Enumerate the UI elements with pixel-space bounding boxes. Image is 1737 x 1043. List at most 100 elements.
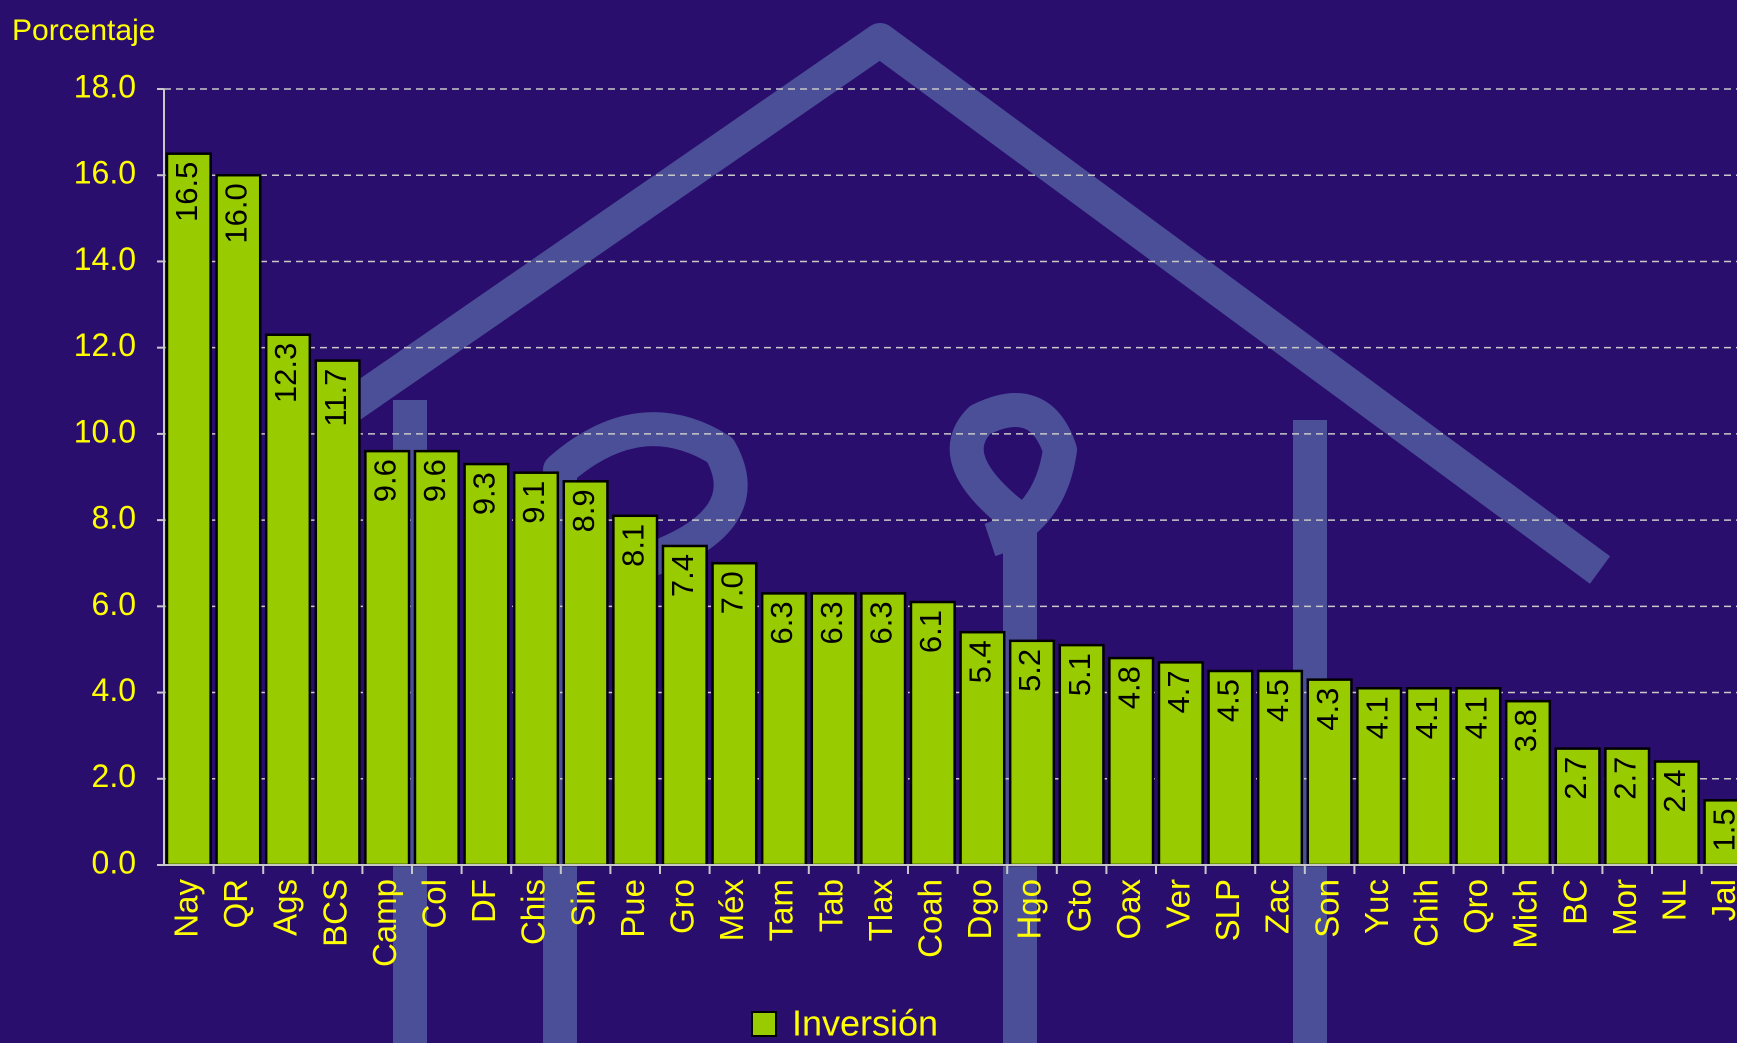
x-tick-label: SLP bbox=[1209, 879, 1246, 941]
bar bbox=[364, 449, 411, 867]
x-tick-label: Dgo bbox=[961, 879, 998, 940]
value-label: 7.0 bbox=[715, 571, 750, 614]
y-tick-label: 12.0 bbox=[74, 327, 136, 363]
bar bbox=[1455, 686, 1502, 867]
x-tick-label: Mich bbox=[1507, 879, 1544, 949]
value-label: 4.5 bbox=[1260, 679, 1295, 722]
value-label: 6.3 bbox=[863, 601, 898, 644]
bar bbox=[612, 514, 659, 867]
x-tick-label: BC bbox=[1556, 879, 1593, 925]
value-label: 4.8 bbox=[1111, 666, 1146, 709]
x-tick-label: Pue bbox=[614, 879, 651, 938]
bar bbox=[1356, 686, 1403, 867]
value-label: 6.1 bbox=[913, 610, 948, 653]
x-tick-label: Oax bbox=[1110, 879, 1147, 940]
value-label: 4.5 bbox=[1211, 679, 1246, 722]
x-tick-label: Mor bbox=[1606, 879, 1643, 936]
bar bbox=[264, 333, 312, 867]
bar bbox=[1157, 661, 1204, 867]
value-label: 11.7 bbox=[318, 369, 353, 427]
x-tick-label: Sin bbox=[564, 879, 601, 927]
value-label: 4.1 bbox=[1409, 696, 1444, 739]
x-tick-label: Jal bbox=[1705, 879, 1737, 921]
bar bbox=[959, 630, 1006, 867]
value-label: 9.1 bbox=[516, 481, 551, 524]
x-tick-label: Zac bbox=[1259, 879, 1296, 934]
x-tick-label: Ags bbox=[267, 879, 304, 936]
x-tick-label: Qro bbox=[1457, 879, 1494, 934]
value-label: 2.7 bbox=[1607, 757, 1642, 800]
x-tick-label: Col bbox=[416, 879, 453, 929]
value-label: 16.5 bbox=[169, 162, 204, 222]
bar bbox=[1256, 669, 1304, 867]
value-label: 4.7 bbox=[1161, 670, 1196, 713]
value-label: 1.5 bbox=[1707, 808, 1737, 851]
value-label: 8.9 bbox=[566, 489, 601, 532]
x-tick-label: Yuc bbox=[1358, 879, 1395, 934]
value-label: 4.3 bbox=[1310, 688, 1345, 731]
bar bbox=[711, 561, 758, 867]
value-label: 3.8 bbox=[1508, 709, 1543, 752]
x-tick-label: Coah bbox=[912, 879, 949, 958]
y-axis-label: Porcentaje bbox=[12, 14, 155, 47]
y-tick-label: 16.0 bbox=[74, 155, 136, 191]
value-label: 5.4 bbox=[963, 640, 998, 683]
legend-swatch bbox=[751, 1011, 777, 1037]
x-tick-label: NL bbox=[1656, 879, 1693, 921]
y-tick-label: 6.0 bbox=[92, 586, 136, 622]
bar bbox=[1405, 686, 1452, 867]
value-label: 12.3 bbox=[268, 343, 303, 403]
value-label: 7.4 bbox=[665, 554, 700, 597]
x-tick-label: Nay bbox=[168, 879, 205, 938]
x-tick-label: Hgo bbox=[1011, 879, 1048, 940]
bar bbox=[810, 592, 857, 867]
x-tick-label: Gto bbox=[1060, 879, 1097, 932]
x-tick-label: Gro bbox=[664, 879, 701, 934]
bar bbox=[1653, 760, 1700, 867]
x-tick-label: DF bbox=[465, 879, 502, 923]
x-tick-label: Camp bbox=[366, 879, 403, 967]
value-label: 2.4 bbox=[1657, 770, 1692, 813]
value-label: 2.7 bbox=[1558, 757, 1593, 800]
bar bbox=[314, 359, 361, 867]
legend-label: Inversión bbox=[792, 1003, 938, 1043]
y-tick-label: 0.0 bbox=[92, 844, 136, 880]
x-tick-label: QR bbox=[217, 879, 254, 929]
bar bbox=[562, 480, 609, 867]
x-tick-label: Chih bbox=[1408, 879, 1445, 947]
bar bbox=[1306, 678, 1353, 867]
bar bbox=[463, 462, 510, 867]
x-tick-label: Tlax bbox=[862, 879, 899, 942]
x-tick-label: BCS bbox=[316, 879, 353, 947]
y-tick-label: 14.0 bbox=[74, 241, 136, 277]
bar bbox=[1554, 747, 1601, 867]
y-tick-label: 10.0 bbox=[74, 413, 136, 449]
bar bbox=[1008, 639, 1056, 867]
bar bbox=[512, 471, 560, 867]
x-tick-label: Son bbox=[1308, 879, 1345, 938]
value-label: 9.3 bbox=[467, 472, 502, 515]
x-tick-label: Tab bbox=[812, 879, 849, 932]
y-tick-label: 2.0 bbox=[92, 758, 136, 794]
x-tick-label: Tam bbox=[763, 879, 800, 941]
bar bbox=[860, 592, 907, 867]
bar bbox=[760, 592, 808, 867]
bar bbox=[1207, 669, 1254, 867]
value-label: 9.6 bbox=[417, 459, 452, 502]
y-tick-label: 8.0 bbox=[92, 500, 136, 536]
value-label: 6.3 bbox=[764, 601, 799, 644]
bar bbox=[165, 152, 212, 867]
y-tick-label: 4.0 bbox=[92, 672, 136, 708]
bar bbox=[215, 173, 262, 867]
value-label: 8.1 bbox=[615, 524, 650, 567]
value-label: 5.2 bbox=[1012, 649, 1047, 692]
value-label: 9.6 bbox=[367, 459, 402, 502]
value-label: 4.1 bbox=[1359, 696, 1394, 739]
value-label: 16.0 bbox=[219, 183, 254, 243]
x-tick-label: Chis bbox=[515, 879, 552, 945]
x-tick-label: Méx bbox=[713, 879, 750, 942]
y-tick-label: 18.0 bbox=[74, 68, 136, 104]
value-label: 4.1 bbox=[1459, 696, 1494, 739]
bar bbox=[413, 449, 460, 867]
